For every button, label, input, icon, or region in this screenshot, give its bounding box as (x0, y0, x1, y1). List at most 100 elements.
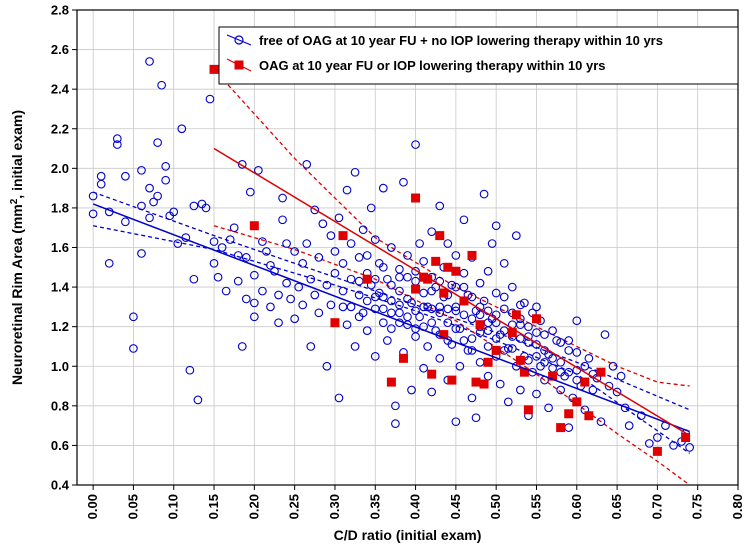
data-point-circle (540, 357, 549, 367)
y-tick-label: 1.8 (51, 200, 69, 215)
data-point-circle (540, 330, 549, 339)
data-point-circle (411, 266, 420, 276)
data-point-circle (209, 237, 219, 246)
data-point-circle (653, 433, 662, 442)
data-point-circle (282, 239, 291, 248)
legend-box (218, 26, 739, 85)
data-point-circle (387, 324, 396, 333)
data-point-circle (298, 258, 308, 268)
data-point-circle (669, 441, 678, 450)
data-point-circle (435, 353, 445, 363)
data-point-circle (503, 344, 513, 353)
data-point-circle (475, 357, 485, 367)
data-point-circle (334, 393, 344, 403)
data-point-circle (544, 403, 553, 413)
data-point-circle (564, 336, 574, 345)
data-point-circle (548, 353, 557, 363)
x-axis-title: C/D ratio (initial exam) (334, 527, 482, 543)
data-point-circle (217, 243, 227, 252)
data-point-circle (145, 213, 154, 223)
data-point-circle (322, 280, 332, 290)
data-point-circle (314, 308, 324, 318)
data-point-square (411, 284, 421, 294)
legend: free of OAG at 10 year FU + no IOP lower… (218, 26, 739, 85)
data-point-square (652, 446, 662, 456)
data-point-circle (479, 189, 489, 199)
data-point-square (515, 355, 525, 365)
data-point-circle (266, 260, 275, 270)
data-point-circle (395, 286, 404, 296)
data-point-circle (516, 320, 525, 330)
data-point-circle (427, 387, 437, 397)
data-point-circle (483, 342, 493, 351)
data-point-square (483, 357, 493, 367)
data-point-circle (213, 272, 223, 282)
data-point-circle (604, 381, 614, 391)
data-point-circle (302, 239, 312, 248)
legend-item-oag: OAG at 10 year FU or IOP lowering therap… (226, 58, 606, 73)
data-point-circle (403, 312, 412, 322)
data-point-circle (685, 443, 694, 452)
data-point-circle (334, 213, 344, 223)
data-point-circle (189, 201, 199, 211)
x-axis-ticks: 0.00 0.05 0.10 0.15 0.20 0.25 0.30 0.35 0.40 0.45… (85, 485, 745, 519)
data-point-circle (298, 300, 308, 310)
x-tick-label: 0.80 (730, 494, 745, 519)
data-point-circle (274, 318, 283, 328)
data-point-circle (241, 294, 251, 304)
data-point-circle (145, 183, 154, 193)
data-point-circle (237, 160, 247, 169)
data-point-circle (503, 397, 513, 407)
y-tick-label: 2.0 (51, 161, 69, 176)
data-point-circle (455, 361, 465, 371)
x-tick-label: 0.30 (327, 494, 342, 519)
data-point-circle (516, 300, 525, 310)
data-point-circle (121, 217, 130, 227)
data-point-square (431, 256, 441, 266)
data-point-circle (370, 352, 380, 361)
x-tick-label: 0.35 (367, 494, 382, 519)
data-point-circle (499, 258, 509, 268)
data-point-circle (378, 318, 388, 328)
data-point-circle (387, 308, 396, 318)
data-point-circle (435, 201, 445, 211)
x-tick-label: 0.05 (125, 494, 140, 519)
data-point-square (681, 433, 691, 442)
data-point-circle (419, 363, 428, 373)
data-point-circle (556, 338, 566, 347)
data-point-circle (185, 365, 195, 375)
regression-line (92, 203, 690, 433)
data-point-circle (572, 348, 582, 357)
data-point-circle (254, 165, 263, 175)
legend-circle-marker (234, 35, 244, 45)
x-tick-label: 0.50 (488, 494, 503, 519)
data-point-circle (407, 385, 416, 395)
data-point-circle (121, 171, 130, 181)
data-point-circle (249, 270, 259, 280)
data-point-circle (451, 417, 461, 427)
y-tick-label: 0.8 (51, 398, 69, 413)
data-point-square (398, 353, 408, 363)
data-point-circle (524, 322, 533, 332)
data-point-circle (161, 175, 171, 185)
data-point-circle (532, 389, 541, 399)
x-tick-label: 0.25 (287, 494, 302, 519)
data-point-circle (419, 257, 428, 266)
data-point-square (556, 423, 566, 433)
data-point-square (330, 318, 340, 328)
data-point-circle (584, 353, 594, 363)
data-point-circle (342, 185, 352, 195)
data-point-circle (112, 134, 122, 143)
data-point-circle (556, 385, 566, 395)
data-point-circle (455, 324, 465, 333)
data-point-square (439, 330, 449, 340)
data-point-circle (306, 274, 316, 284)
data-point-square (459, 296, 469, 306)
data-point-circle (387, 280, 396, 290)
data-point-circle (258, 286, 267, 296)
data-point-circle (415, 239, 424, 248)
y-tick-label: 0.6 (51, 438, 69, 453)
data-point-circle (153, 191, 162, 201)
data-point-circle (427, 318, 437, 328)
